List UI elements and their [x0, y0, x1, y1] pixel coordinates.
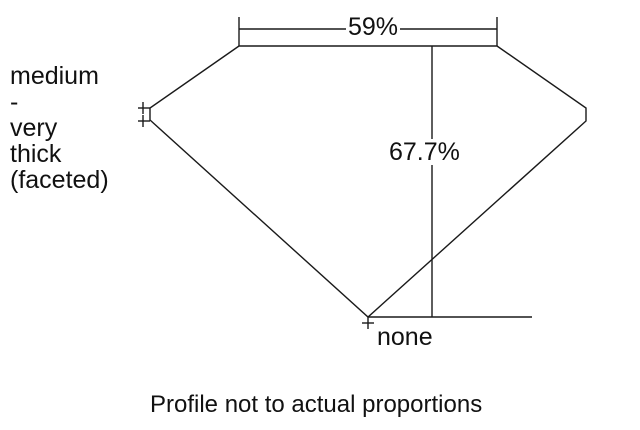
- girdle-line: thick: [10, 140, 62, 168]
- girdle-line: medium: [10, 62, 99, 90]
- culet-size-label: none: [377, 323, 433, 351]
- table-percentage-label: 59%: [346, 13, 401, 41]
- girdle-thickness-label: medium - very thick (faceted): [10, 63, 109, 193]
- depth-percentage-label: 67.7%: [388, 138, 461, 166]
- girdle-line: very: [10, 114, 58, 142]
- girdle-line: (faceted): [10, 166, 109, 194]
- girdle-line: -: [10, 88, 19, 116]
- gem-outline: [149, 45, 587, 318]
- caption: Profile not to actual proportions: [150, 391, 483, 418]
